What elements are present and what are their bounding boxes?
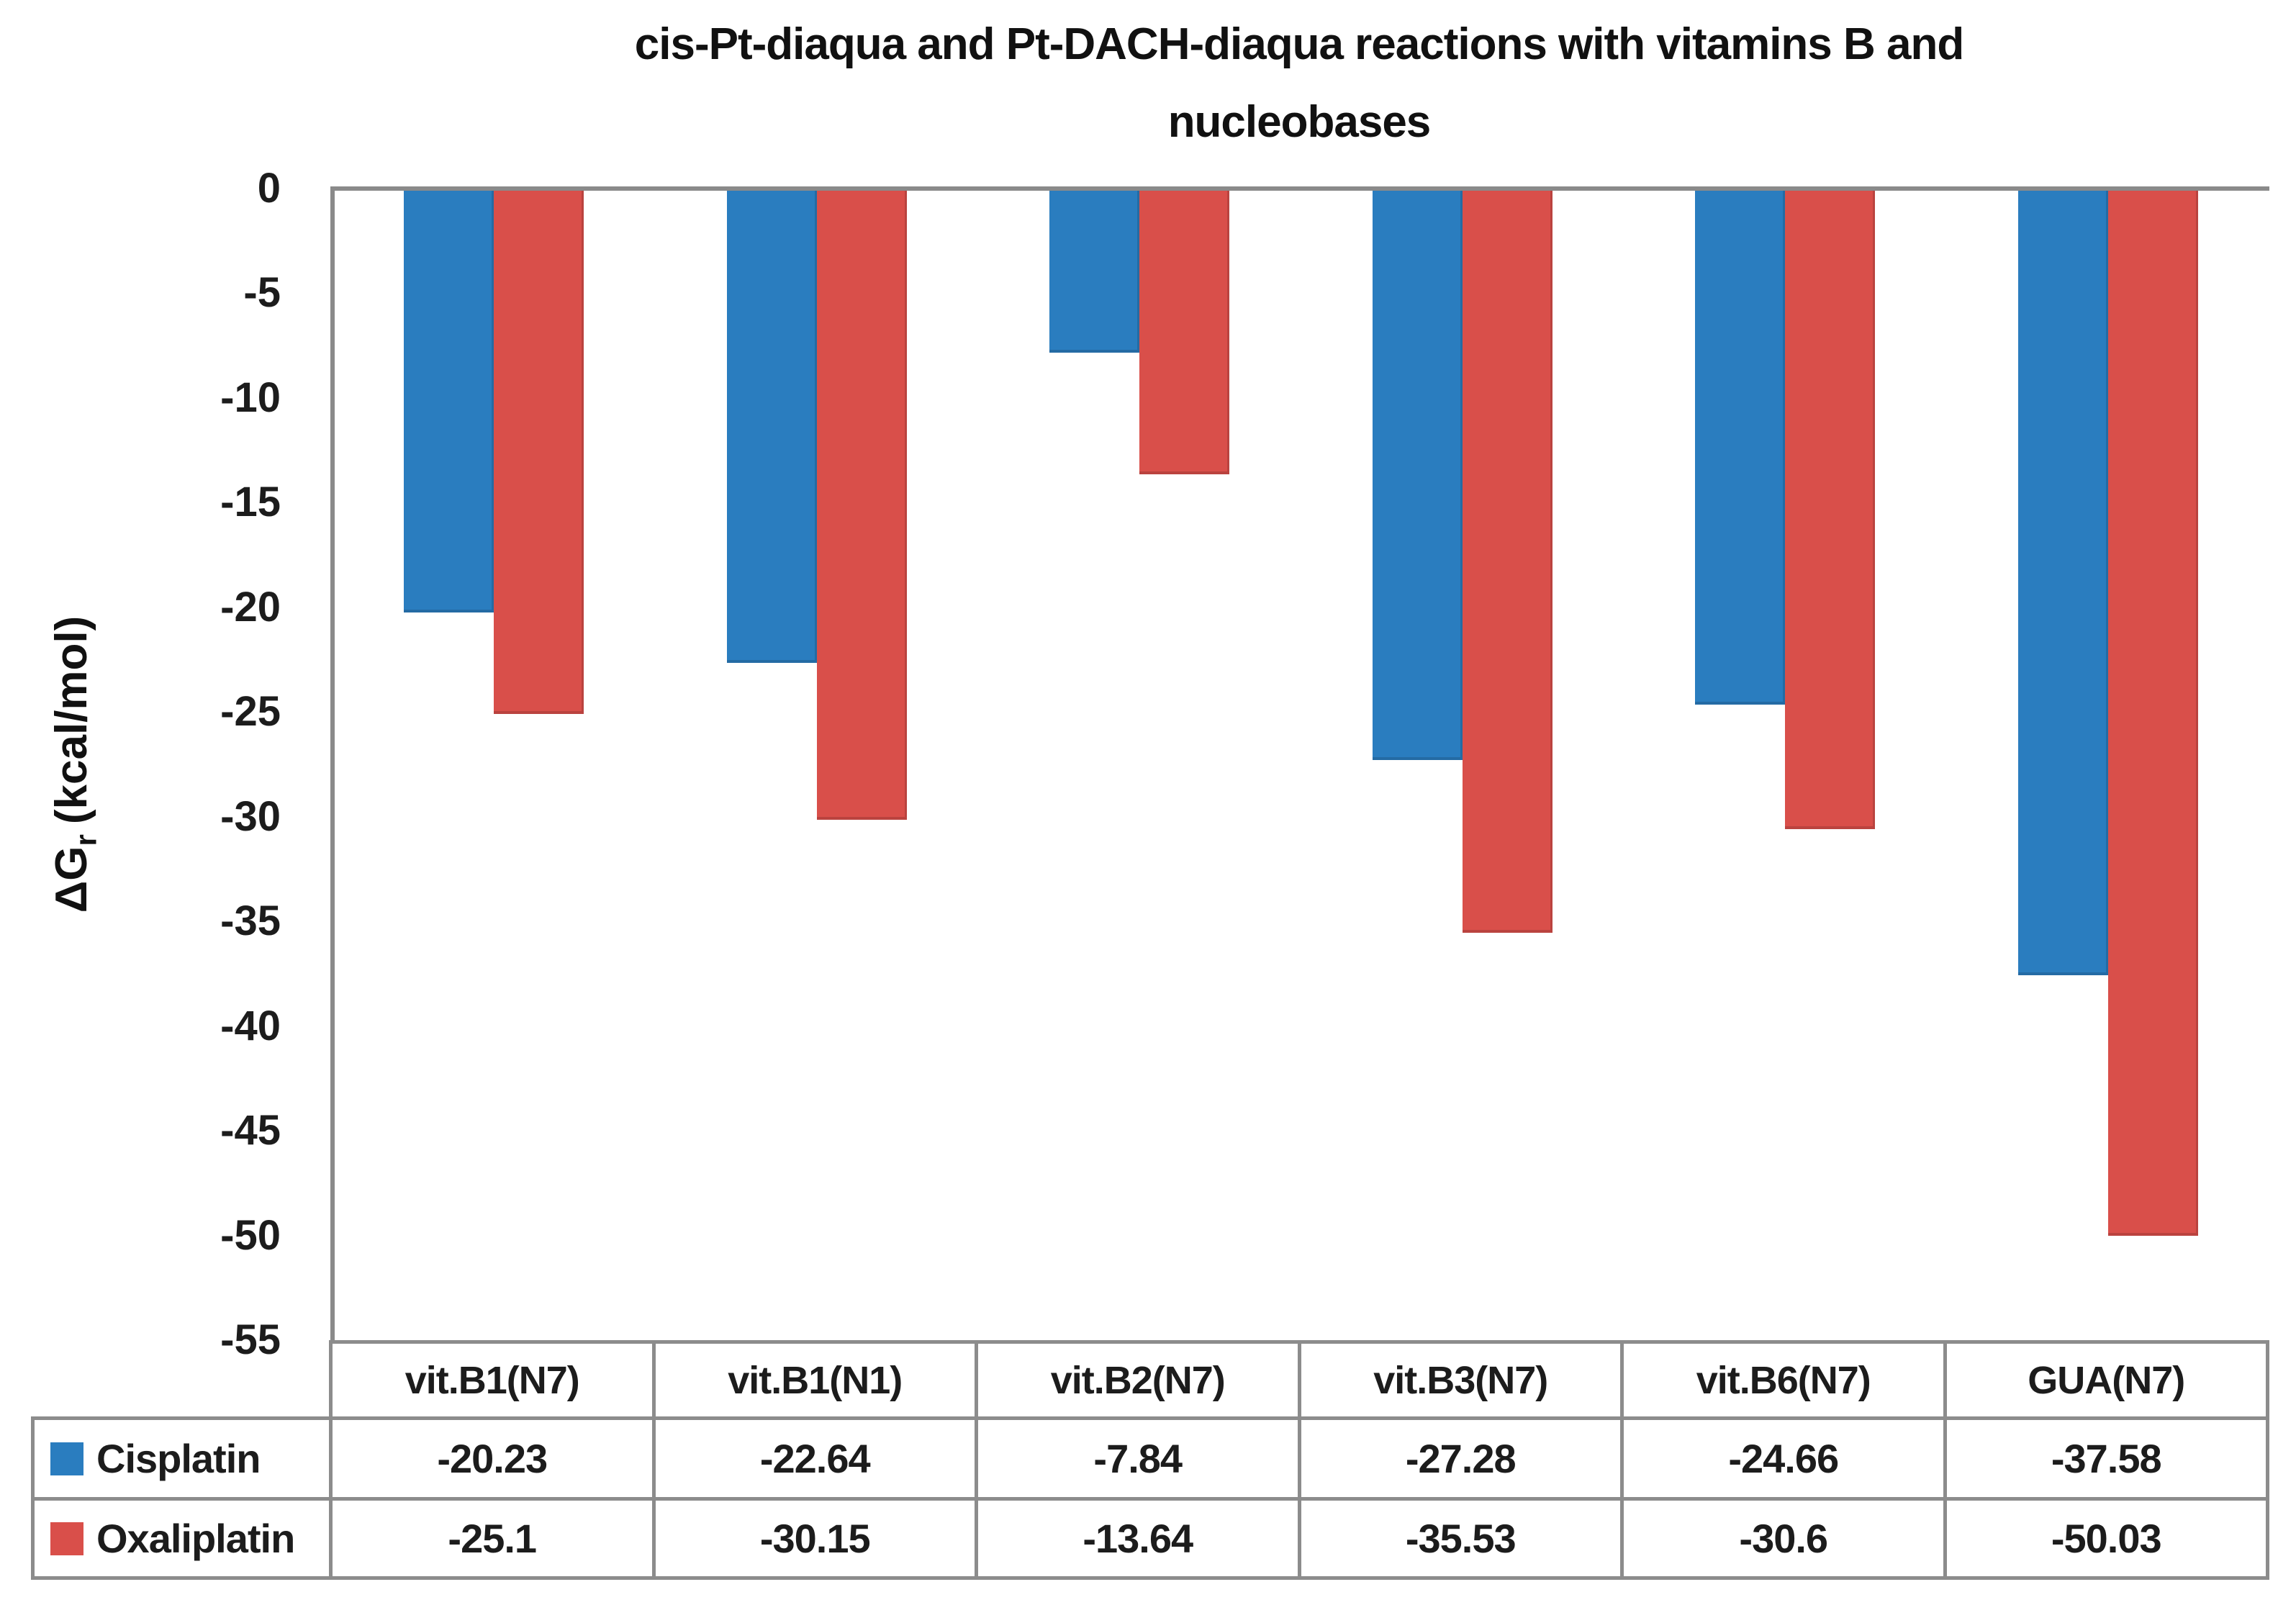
table-header-vit-b1-n7: vit.B1(N7) [333, 1340, 656, 1420]
data-table: vit.B1(N7) vit.B1(N1) vit.B2(N7) vit.B3(N7)… [31, 1340, 2269, 1580]
value-cell-cisplatin-vit-b1-n1: -22.64 [655, 1420, 978, 1501]
value-cell-cisplatin-vit-b3-n7: -27.28 [1301, 1420, 1624, 1501]
chart-title-line2: nucleobases [1167, 97, 1432, 147]
table-header-vit-b3-n7: vit.B3(N7) [1301, 1340, 1624, 1420]
category-axis-line [330, 186, 2269, 191]
table-header-vit-b2-n7: vit.B2(N7) [978, 1340, 1301, 1420]
y-tick-label-20: -20 [220, 583, 281, 630]
bar-oxaliplatin-vit-b2-n7 [1139, 189, 1230, 474]
y-tick-label-5: -5 [243, 269, 281, 317]
y-axis-title-sub: r [68, 834, 103, 846]
bar-oxaliplatin-vit-b1-n7 [494, 189, 584, 714]
bar-cisplatin-vit-b2-n7 [1049, 189, 1140, 353]
bar-cisplatin-vit-b1-n7 [404, 189, 494, 612]
y-axis-title-main: ΔG [47, 846, 96, 913]
legend-row-label-cisplatin: Cisplatin [31, 1420, 333, 1501]
value-cell-cisplatin-vit-b1-n7: -20.23 [333, 1420, 656, 1501]
y-axis-title: ΔGr (kcal/mol) [47, 440, 102, 1088]
chart-title-line1: cis-Pt-diaqua and Pt-DACH-diaqua reactio… [634, 19, 1964, 69]
y-tick-label-0: 0 [257, 165, 281, 212]
legend-row-label-oxaliplatin: Oxaliplatin [31, 1501, 333, 1580]
bar-oxaliplatin-vit-b6-n7 [1785, 189, 1876, 829]
y-tick-label-45: -45 [220, 1107, 281, 1154]
bar-cisplatin-vit-b3-n7 [1372, 189, 1463, 760]
bar-oxaliplatin-gua-n7 [2107, 189, 2198, 1236]
y-tick-label-25: -25 [220, 688, 281, 736]
bar-cisplatin-vit-b1-n1 [726, 189, 817, 663]
bar-cisplatin-vit-b6-n7 [1695, 189, 1786, 705]
bar-oxaliplatin-vit-b1-n1 [816, 189, 907, 820]
value-cell-oxaliplatin-vit-b1-n1: -30.15 [655, 1501, 978, 1580]
y-tick-label-40: -40 [220, 1002, 281, 1049]
value-cell-cisplatin-gua-n7: -37.58 [1946, 1420, 2269, 1501]
legend-swatch-oxaliplatin [50, 1522, 83, 1555]
value-cell-oxaliplatin-vit-b2-n7: -13.64 [978, 1501, 1301, 1580]
y-tick-label-10: -10 [220, 374, 281, 421]
y-tick-label-55: -55 [220, 1316, 281, 1363]
y-tick-label-15: -15 [220, 479, 281, 526]
bar-cisplatin-gua-n7 [2017, 189, 2108, 975]
series-name-oxaliplatin: Oxaliplatin [96, 1516, 295, 1561]
value-cell-oxaliplatin-vit-b1-n7: -25.1 [333, 1501, 656, 1580]
value-cell-oxaliplatin-vit-b6-n7: -30.6 [1624, 1501, 1947, 1580]
bar-oxaliplatin-vit-b3-n7 [1462, 189, 1552, 933]
value-cell-cisplatin-vit-b6-n7: -24.66 [1624, 1420, 1947, 1501]
chart-title: cis-Pt-diaqua and Pt-DACH-diaqua reactio… [302, 6, 2296, 161]
legend-swatch-cisplatin [50, 1442, 83, 1475]
table-corner-cell [31, 1340, 333, 1420]
y-tick-label-50: -50 [220, 1211, 281, 1259]
value-cell-cisplatin-vit-b2-n7: -7.84 [978, 1420, 1301, 1501]
y-tick-label-35: -35 [220, 898, 281, 945]
table-header-vit-b1-n1: vit.B1(N1) [655, 1340, 978, 1420]
y-axis-line [330, 186, 335, 1340]
value-cell-oxaliplatin-vit-b3-n7: -35.53 [1301, 1501, 1624, 1580]
value-cell-oxaliplatin-gua-n7: -50.03 [1946, 1501, 2269, 1580]
series-name-cisplatin: Cisplatin [96, 1436, 261, 1481]
table-header-vit-b6-n7: vit.B6(N7) [1624, 1340, 1947, 1420]
y-tick-label-30: -30 [220, 792, 281, 840]
y-axis-title-units: (kcal/mol) [47, 615, 96, 825]
table-header-gua-n7: GUA(N7) [1946, 1340, 2269, 1420]
